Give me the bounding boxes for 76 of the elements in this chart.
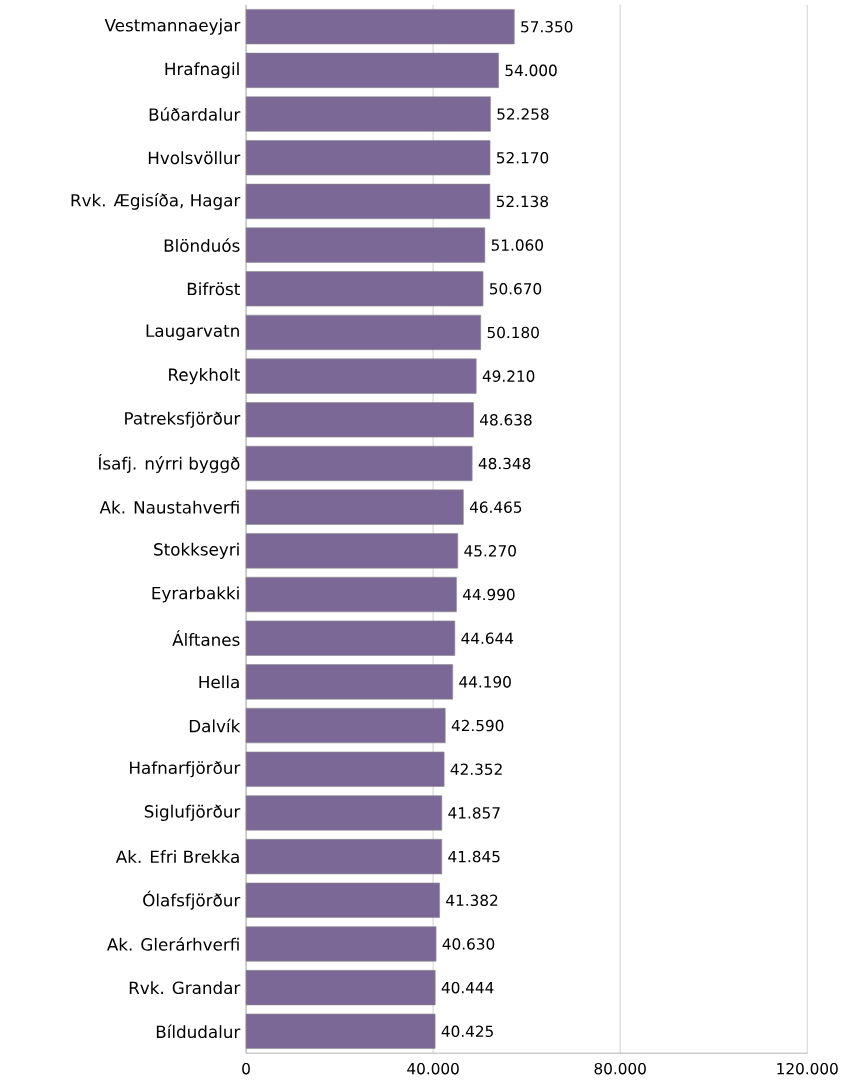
data-label: 44.990 [463, 588, 515, 601]
x-tick-label: 0 [242, 1062, 250, 1075]
y-tick-label: Ísafj. nýrri byggð [98, 453, 240, 473]
bar [245, 882, 440, 918]
x-tick-label: 40.000 [407, 1062, 459, 1075]
bar [245, 926, 437, 962]
data-label: 40.630 [442, 938, 495, 950]
y-tick-label: Hella [199, 675, 239, 689]
y-tick-label: Hvolsvöllur [148, 151, 241, 165]
y-tick-label: Álftanes [172, 630, 240, 647]
y-tick-label: Hrafnagil [165, 62, 239, 79]
data-label: 44.190 [459, 676, 511, 688]
y-tick-label: Búðardalur [149, 107, 241, 121]
y-tick-label: Siglufjörður [144, 804, 241, 822]
bar [245, 489, 464, 525]
data-label: 50.180 [487, 326, 539, 339]
data-label: 57.350 [521, 20, 573, 33]
y-tick-label: Rvk. Ægisíða, Hagar [71, 192, 241, 210]
bar [245, 271, 484, 307]
bar [245, 9, 515, 45]
bar [245, 183, 491, 219]
data-label: 54.000 [505, 64, 557, 77]
data-label: 51.060 [491, 239, 544, 251]
data-label: 48.348 [478, 457, 531, 470]
bar [245, 52, 499, 88]
y-tick-label: Vestmannaeyjar [104, 18, 241, 35]
y-tick-label: Blönduós [164, 238, 240, 252]
x-tick-label: 120.000 [777, 1062, 838, 1075]
bar [245, 358, 477, 394]
y-tick-label: Bifröst [187, 282, 240, 296]
data-label: 42.590 [451, 719, 504, 732]
data-label: 41.857 [448, 807, 500, 819]
data-label: 52.170 [497, 151, 549, 164]
data-label: 41.845 [448, 850, 500, 863]
bar [245, 707, 446, 744]
data-label: 41.382 [446, 894, 498, 907]
data-label: 52.138 [496, 195, 549, 208]
bar [245, 970, 436, 1006]
y-tick-label: Laugarvatn [146, 324, 239, 341]
data-label: 46.465 [469, 501, 522, 513]
bar [245, 402, 474, 438]
y-tick-label: Ak. Efri Brekka [115, 850, 239, 864]
bar [245, 227, 486, 263]
y-tick-label: Reykholt [169, 368, 240, 385]
bar [245, 664, 454, 700]
bar [245, 795, 443, 831]
bar [245, 1013, 436, 1049]
bar [245, 620, 456, 656]
bar [245, 96, 491, 132]
y-tick-label: Patreksfjörður [125, 411, 241, 428]
data-label: 50.670 [490, 283, 542, 295]
bar [245, 533, 459, 569]
data-label: 49.210 [482, 370, 535, 382]
y-tick-label: Rvk. Grandar [129, 981, 241, 995]
data-label: 52.258 [497, 108, 549, 120]
data-label: 44.644 [461, 632, 514, 644]
bar [245, 445, 473, 482]
bar [245, 751, 445, 787]
data-label: 40.444 [441, 981, 494, 994]
y-tick-label: Hafnarfjörður [130, 761, 241, 778]
data-label: 45.270 [464, 545, 516, 557]
bar [245, 140, 491, 176]
y-tick-label: Ólafsfjörður [143, 890, 241, 910]
y-tick-label: Ak. Glerárhverfi [107, 937, 239, 951]
x-tick-label: 80.000 [594, 1062, 646, 1075]
data-label: 42.352 [450, 763, 502, 776]
y-tick-label: Bíldudalur [156, 1024, 241, 1039]
bar [245, 314, 482, 351]
bar [245, 576, 457, 613]
y-tick-label: Eyrarbakki [152, 586, 239, 603]
y-tick-label: Dalvík [189, 718, 241, 733]
data-label: 48.638 [480, 414, 532, 426]
data-label: 40.425 [441, 1025, 493, 1038]
y-tick-label: Stokkseyri [154, 542, 239, 559]
y-tick-label: Ak. Naustahverfi [99, 500, 239, 514]
bar [245, 839, 443, 875]
